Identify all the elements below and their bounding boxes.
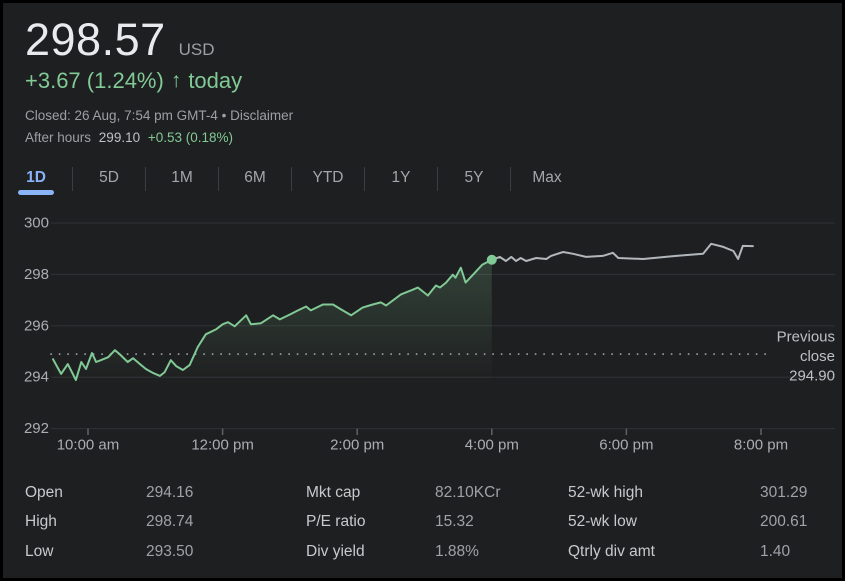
status-separator: • xyxy=(221,108,227,123)
x-axis-label: 12:00 pm xyxy=(191,437,254,454)
y-axis-label: 294 xyxy=(24,369,49,386)
change-amount: +3.67 (1.24%) xyxy=(25,68,164,93)
after-hours-label: After hours xyxy=(25,130,92,145)
market-hours-line xyxy=(52,258,493,381)
market-hours-area xyxy=(53,259,492,429)
after-hours-line xyxy=(490,242,754,262)
stat-label-low: Low xyxy=(25,542,54,560)
tab-divider xyxy=(218,166,219,191)
x-axis-label: 6:00 pm xyxy=(599,437,653,454)
tab-label: 5D xyxy=(99,169,119,186)
close-price-dot xyxy=(486,254,497,265)
tab-divider xyxy=(437,166,438,191)
y-axis-label: 298 xyxy=(24,266,49,283)
stat-value-div-yield: 1.88% xyxy=(435,542,479,560)
previous-close-label: Previous xyxy=(777,329,835,346)
stat-value-high: 298.74 xyxy=(146,513,194,531)
daily-change: +3.67 (1.24%) ↑ today xyxy=(25,68,293,94)
price-header: 298.57 USD +3.67 (1.24%) ↑ today Closed:… xyxy=(25,14,293,146)
after-hours-price: 299.10 xyxy=(98,130,141,145)
tab-max[interactable]: Max xyxy=(514,162,580,195)
y-axis-label: 292 xyxy=(24,420,49,437)
change-period: today xyxy=(188,68,243,93)
tab-label: 5Y xyxy=(464,169,484,186)
tab-ytd[interactable]: YTD xyxy=(295,162,361,195)
stat-value-p-e-ratio: 15.32 xyxy=(435,513,474,531)
tab-5d[interactable]: 5D xyxy=(76,162,142,195)
stat-label-qtrly-div-amt: Qtrly div amt xyxy=(568,542,655,560)
previous-close-label: 294.90 xyxy=(789,368,835,385)
stat-value-mkt-cap: 82.10KCr xyxy=(435,483,501,501)
tab-1m[interactable]: 1M xyxy=(149,162,215,195)
tab-label: 1Y xyxy=(391,169,411,186)
x-axis-label: 4:00 pm xyxy=(465,437,519,454)
stat-value-low: 293.50 xyxy=(146,542,194,560)
tab-label: Max xyxy=(532,169,562,186)
stat-label-high: High xyxy=(25,513,57,531)
market-status: Closed: 26 Aug, 7:54 pm GMT-4 • Disclaim… xyxy=(25,108,293,123)
stats-table: Open 294.16 Mkt cap 82.10KCr 52-wk high 301.2… xyxy=(25,478,842,567)
y-axis-label: 300 xyxy=(24,215,49,232)
stat-label-div-yield: Div yield xyxy=(306,542,365,560)
tab-divider xyxy=(72,166,73,191)
stat-label-52-wk-low: 52-wk low xyxy=(568,513,637,531)
tab-1y[interactable]: 1Y xyxy=(368,162,434,195)
current-price: 298.57 xyxy=(25,14,166,65)
stat-label-open: Open xyxy=(25,483,63,501)
tab-divider xyxy=(145,166,146,191)
tab-label: 6M xyxy=(244,169,266,186)
x-axis-label: 2:00 pm xyxy=(330,437,384,454)
tab-6m[interactable]: 6M xyxy=(222,162,288,195)
market-status-text: Closed: 26 Aug, 7:54 pm GMT-4 xyxy=(25,108,218,123)
previous-close-label: close xyxy=(800,348,835,365)
tab-label: YTD xyxy=(312,169,344,186)
price-chart[interactable]: 300 298 296 294 292 Previous close 294.90 10:00 … xyxy=(3,208,845,463)
stat-label-52-wk-high: 52-wk high xyxy=(568,483,643,501)
selected-tab-indicator xyxy=(18,190,54,195)
disclaimer-link[interactable]: Disclaimer xyxy=(230,108,294,123)
stat-value-open: 294.16 xyxy=(146,483,194,501)
tab-divider xyxy=(510,166,511,191)
stat-label-mkt-cap: Mkt cap xyxy=(306,483,361,501)
tab-divider xyxy=(291,166,292,191)
stat-value-qtrly-div-amt: 1.40 xyxy=(760,542,791,560)
tab-divider xyxy=(364,166,365,191)
tab-1d[interactable]: 1D xyxy=(3,162,69,195)
tab-label: 1M xyxy=(171,169,193,186)
up-arrow-icon: ↑ xyxy=(170,69,182,92)
tab-5y[interactable]: 5Y xyxy=(441,162,507,195)
currency-label: USD xyxy=(178,40,215,59)
stat-value-52-wk-low: 200.61 xyxy=(760,513,808,531)
after-hours-row: After hours 299.10 +0.53 (0.18%) xyxy=(25,130,293,145)
price-chart-area: 300 298 296 294 292 Previous close 294.90 10:00 … xyxy=(3,208,845,463)
y-axis-label: 296 xyxy=(24,317,49,334)
after-hours-change: +0.53 (0.18%) xyxy=(147,130,234,145)
stat-value-52-wk-high: 301.29 xyxy=(760,483,808,501)
x-axis-label: 8:00 pm xyxy=(734,437,788,454)
x-axis-label: 10:00 am xyxy=(57,437,120,454)
stat-label-p-e-ratio: P/E ratio xyxy=(306,513,366,531)
tab-label: 1D xyxy=(26,169,46,186)
time-range-tabs: 1D 5D 1M 6M YTD 1Y 5Y Max xyxy=(3,162,580,195)
